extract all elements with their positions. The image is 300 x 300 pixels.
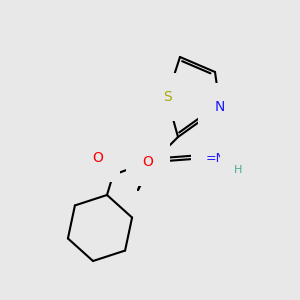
Text: O: O: [142, 155, 153, 169]
Text: O: O: [93, 151, 104, 165]
Text: H: H: [234, 165, 242, 175]
Text: N: N: [215, 100, 225, 114]
Text: =N: =N: [206, 152, 226, 164]
Text: S: S: [163, 90, 171, 104]
